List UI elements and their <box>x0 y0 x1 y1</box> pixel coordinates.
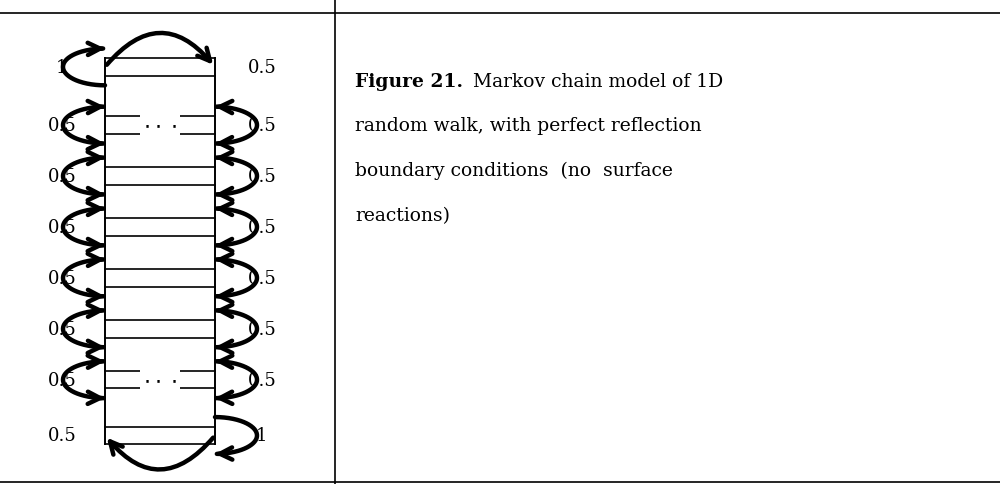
Text: 1: 1 <box>56 59 68 77</box>
Text: 0.5: 0.5 <box>248 59 276 77</box>
Text: 0.5: 0.5 <box>48 167 76 186</box>
Text: 0.5: 0.5 <box>48 218 76 237</box>
Text: 0.5: 0.5 <box>248 218 276 237</box>
Text: 0.5: 0.5 <box>48 371 76 389</box>
Text: $\cdot\cdot\cdot$: $\cdot\cdot\cdot$ <box>143 116 177 136</box>
Text: 0.5: 0.5 <box>248 269 276 287</box>
Text: random walk, with perfect reflection: random walk, with perfect reflection <box>355 117 702 135</box>
Text: 0.5: 0.5 <box>248 167 276 186</box>
Text: Figure 21.: Figure 21. <box>355 73 463 91</box>
Text: 1: 1 <box>256 426 268 445</box>
Text: boundary conditions  (no  surface: boundary conditions (no surface <box>355 162 673 180</box>
Text: 0.5: 0.5 <box>48 426 76 445</box>
Text: reactions): reactions) <box>355 206 450 224</box>
Text: Markov chain model of 1D: Markov chain model of 1D <box>467 73 723 91</box>
Text: 0.5: 0.5 <box>48 269 76 287</box>
Text: 0.5: 0.5 <box>248 371 276 389</box>
Text: 0.5: 0.5 <box>248 320 276 338</box>
Text: $\cdot\cdot\cdot$: $\cdot\cdot\cdot$ <box>143 370 177 390</box>
Text: 0.5: 0.5 <box>48 320 76 338</box>
Text: 0.5: 0.5 <box>248 117 276 135</box>
Text: 0.5: 0.5 <box>48 117 76 135</box>
